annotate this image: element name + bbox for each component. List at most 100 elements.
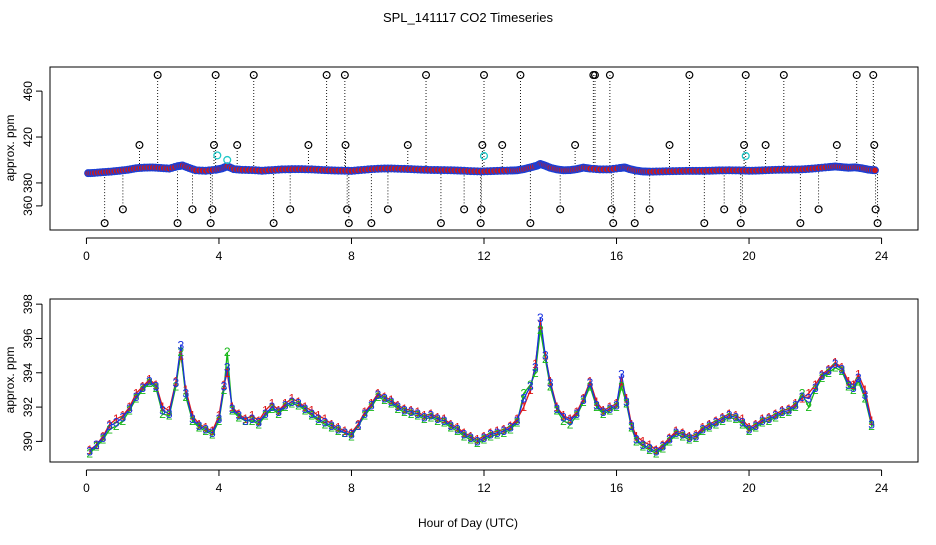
series-3-marker: 3: [348, 428, 355, 442]
outlier-point: [343, 205, 352, 214]
figure-title: SPL_141117 CO2 Timeseries: [383, 10, 554, 25]
raw-x-tick-label: 0: [83, 249, 90, 263]
series-1-marker: 1: [868, 414, 875, 428]
series-1-marker: 1: [660, 438, 667, 452]
series-1-marker: 1: [719, 410, 726, 424]
series-2-marker: 2: [474, 436, 481, 450]
series-3-marker: 3: [719, 412, 726, 426]
outlier-point: [383, 205, 392, 214]
series-1-marker: 1: [106, 417, 113, 431]
series-1-marker: 1: [567, 412, 574, 426]
series-1-marker: 1: [295, 395, 302, 409]
series-3-marker: 3: [100, 431, 107, 445]
series-3-marker: 3: [679, 428, 686, 442]
series-3-marker: 3: [120, 410, 127, 424]
outlier-point: [498, 141, 507, 150]
series-1-marker: 1: [308, 404, 315, 418]
series-3-marker: 3: [178, 338, 185, 352]
series-1-marker: 1: [139, 380, 146, 394]
outlier-point: [761, 141, 770, 150]
outlier-point: [118, 205, 127, 214]
series-1-marker: 1: [448, 417, 455, 431]
series-3-marker: 3: [454, 422, 461, 436]
series-1-marker: 1: [196, 417, 203, 431]
series-1-marker: 1: [401, 402, 408, 416]
series-3-marker: 3: [573, 407, 580, 421]
outlier-point: [233, 141, 242, 150]
series-3-marker: 3: [481, 431, 488, 445]
series-3-marker: 3: [434, 412, 441, 426]
cyan-outlier-point: [223, 155, 232, 165]
series-3-marker: 3: [209, 426, 216, 440]
series-1-marker: 1: [587, 374, 594, 388]
series-3-marker: 3: [514, 414, 521, 428]
series-2-marker: 2: [600, 407, 607, 421]
series-2-marker: 2: [216, 414, 223, 428]
series-2-marker: 2: [189, 414, 196, 428]
series-2-marker: 2: [202, 424, 209, 438]
outlier-point: [206, 219, 215, 228]
outlier-point: [740, 141, 749, 150]
series-1-marker: 1: [653, 443, 660, 457]
outlier-point: [605, 71, 614, 80]
series-3-marker: 3: [182, 386, 189, 400]
series-1-marker: 1: [322, 412, 329, 426]
smoothed-panel-y-axis-label: approx. ppm: [3, 347, 17, 414]
series-1-marker: 1: [673, 424, 680, 438]
series-2-marker: 2: [487, 429, 494, 443]
series-2-marker: 2: [315, 414, 322, 428]
series-3-marker: 3: [173, 376, 180, 390]
series-3-marker: 3: [328, 419, 335, 433]
series-2-marker: 2: [126, 404, 133, 418]
series-2-marker: 2: [766, 414, 773, 428]
series-1-marker: 1: [706, 417, 713, 431]
series-1-marker: 1: [580, 392, 587, 406]
series-2-marker: 2: [242, 414, 249, 428]
series-2-marker: 2: [832, 361, 839, 375]
series-2-marker: 2: [850, 383, 857, 397]
series-1-marker: 1: [520, 400, 527, 414]
series-3-marker: 3: [216, 412, 223, 426]
outlier-point: [480, 71, 489, 80]
series-3-marker: 3: [812, 381, 819, 395]
series-2-marker: 2: [93, 440, 100, 454]
series-3-marker: 3: [381, 392, 388, 406]
series-2-marker: 2: [706, 421, 713, 435]
series-2-marker: 2: [178, 345, 185, 359]
series-2-marker: 2: [819, 371, 826, 385]
series-1-marker: 1: [855, 367, 862, 381]
series-1-marker: 1: [812, 378, 819, 392]
outlier-point: [516, 71, 525, 80]
series-3-marker: 3: [785, 404, 792, 418]
series-2-marker: 2: [348, 429, 355, 443]
outlier-point: [609, 219, 618, 228]
series-2-marker: 2: [693, 431, 700, 445]
series-2-marker: 2: [838, 364, 845, 378]
series-3-marker: 3: [850, 381, 857, 395]
series-3-marker: 3: [855, 371, 862, 385]
series-2-marker: 2: [342, 426, 349, 440]
series-3-marker: 3: [713, 416, 720, 430]
series-3-marker: 3: [726, 409, 733, 423]
x-axis-label: Hour of Day (UTC): [418, 516, 518, 530]
series-2-marker: 2: [623, 397, 630, 411]
series-3-marker: 3: [845, 378, 852, 392]
series-1-marker: 1: [166, 404, 173, 418]
series-2-marker: 2: [434, 414, 441, 428]
series-3-marker: 3: [799, 390, 806, 404]
series-1-marker: 1: [792, 397, 799, 411]
series-2-marker: 2: [772, 410, 779, 424]
series-1-marker: 1: [666, 431, 673, 445]
series-2-marker: 2: [799, 386, 806, 400]
series-1-marker: 1: [86, 443, 93, 457]
outlier-point: [665, 141, 674, 150]
series-2-marker: 2: [481, 433, 488, 447]
raw-x-tick-label: 16: [610, 249, 624, 263]
series-3-marker: 3: [587, 376, 594, 390]
series-2-marker: 2: [428, 410, 435, 424]
series-1-marker: 1: [434, 410, 441, 424]
raw-y-tick-label: 460: [21, 81, 35, 101]
